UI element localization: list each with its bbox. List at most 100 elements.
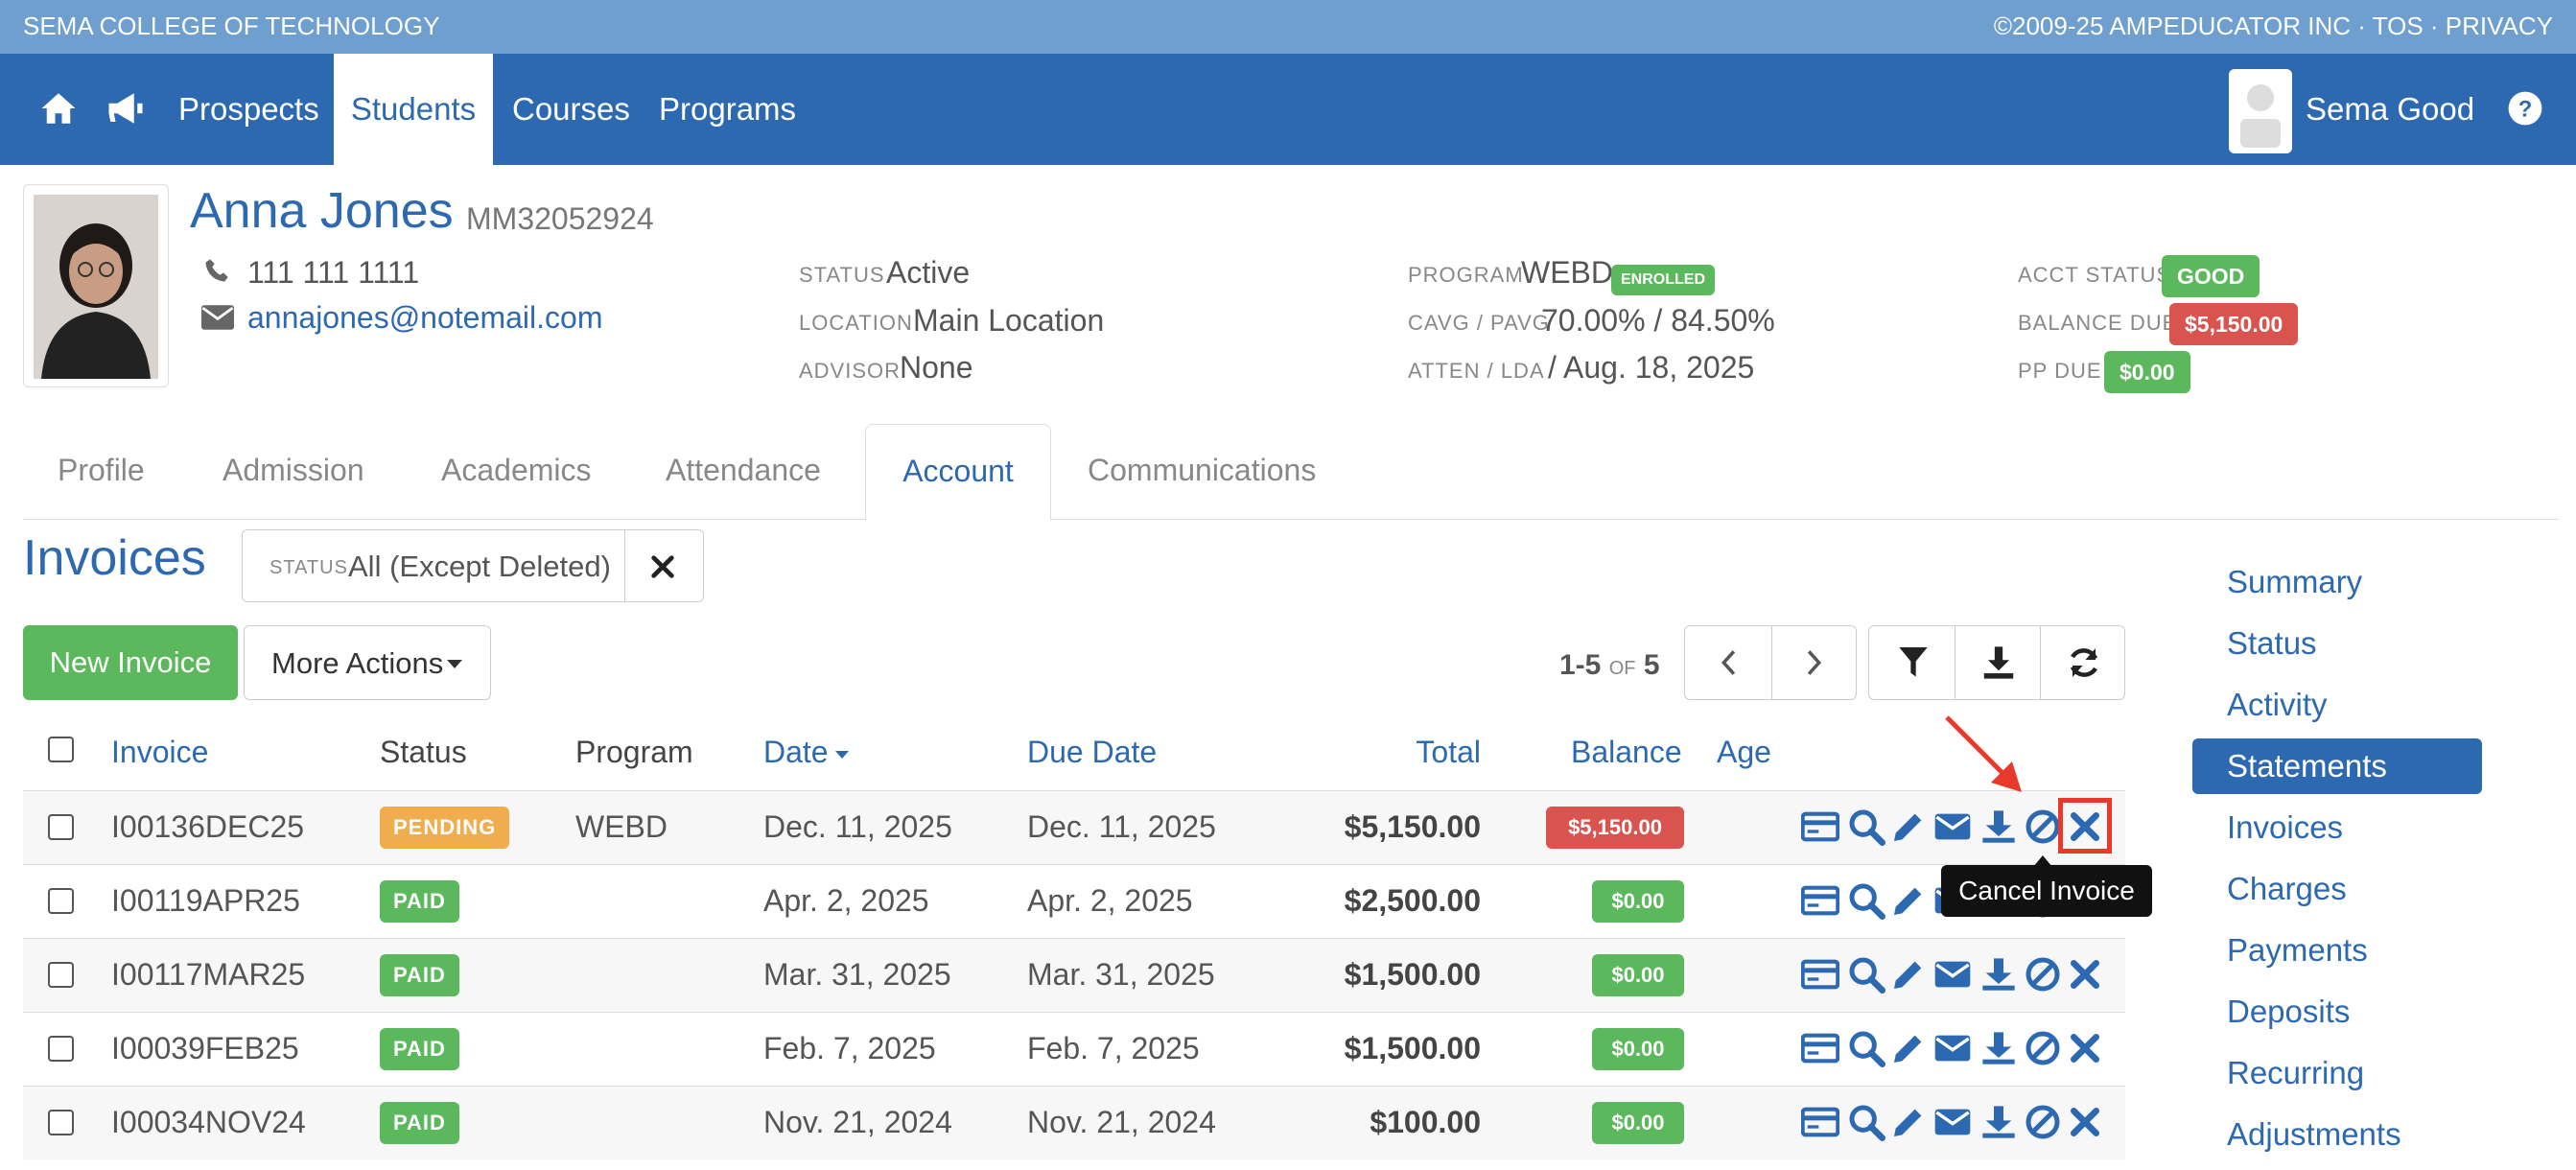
filter-value: All (Except Deleted) bbox=[348, 550, 611, 583]
delete-icon[interactable] bbox=[2066, 1103, 2104, 1141]
invoice-number[interactable]: I00119APR25 bbox=[111, 883, 300, 918]
more-actions-button[interactable]: More Actions bbox=[244, 625, 491, 700]
envelope-icon[interactable] bbox=[1933, 1103, 1972, 1141]
row-checkbox[interactable] bbox=[48, 1110, 74, 1135]
pencil-icon[interactable] bbox=[1889, 1029, 1928, 1067]
top-strip: SEMA COLLEGE OF TECHNOLOGY ©2009-25 AMPE… bbox=[0, 0, 2576, 54]
nav-courses[interactable]: Courses bbox=[512, 91, 630, 127]
clear-filter-icon[interactable] bbox=[649, 553, 676, 580]
table-row[interactable] bbox=[23, 1086, 2125, 1159]
question-circle-icon[interactable]: ? bbox=[2507, 90, 2543, 127]
envelope-icon[interactable] bbox=[1933, 955, 1972, 994]
delete-icon[interactable] bbox=[2066, 807, 2104, 846]
col-total[interactable]: Total bbox=[1416, 735, 1481, 769]
refresh-icon[interactable] bbox=[2067, 645, 2101, 680]
tab-account[interactable]: Account bbox=[865, 424, 1051, 521]
table-row[interactable] bbox=[23, 938, 2125, 1012]
ban-icon[interactable] bbox=[2024, 1103, 2062, 1141]
search-icon[interactable] bbox=[1847, 955, 1885, 994]
chevron-right-icon[interactable] bbox=[1802, 649, 1827, 676]
nav-programs[interactable]: Programs bbox=[659, 91, 797, 127]
megaphone-icon[interactable] bbox=[104, 88, 148, 129]
invoice-number[interactable]: I00034NOV24 bbox=[111, 1105, 306, 1139]
pencil-icon[interactable] bbox=[1889, 1103, 1928, 1141]
col-invoice[interactable]: Invoice bbox=[111, 735, 209, 769]
sidebar-item-summary[interactable]: Summary bbox=[2227, 564, 2363, 599]
chevron-left-icon[interactable] bbox=[1716, 649, 1741, 676]
col-due-date[interactable]: Due Date bbox=[1027, 735, 1158, 769]
delete-icon[interactable] bbox=[2066, 955, 2104, 994]
tab-admission[interactable]: Admission bbox=[222, 453, 364, 487]
row-checkbox[interactable] bbox=[48, 888, 74, 914]
envelope-icon[interactable] bbox=[1933, 807, 1972, 846]
envelope-icon[interactable] bbox=[1933, 1029, 1972, 1067]
sidebar-item-payments[interactable]: Payments bbox=[2227, 932, 2368, 968]
search-icon[interactable] bbox=[1847, 1103, 1885, 1141]
tooltip-pointer bbox=[2033, 855, 2052, 867]
pencil-icon[interactable] bbox=[1889, 955, 1928, 994]
credit-card-icon[interactable] bbox=[1801, 1103, 1839, 1141]
invoice-number[interactable]: I00039FEB25 bbox=[111, 1031, 299, 1065]
row-checkbox[interactable] bbox=[48, 814, 74, 840]
col-date-label: Date bbox=[763, 735, 829, 769]
download-icon[interactable] bbox=[1979, 955, 2018, 994]
tab-academics[interactable]: Academics bbox=[441, 453, 592, 487]
sidebar-item-invoices[interactable]: Invoices bbox=[2227, 809, 2344, 845]
col-date[interactable]: Date bbox=[763, 735, 850, 770]
download-icon[interactable] bbox=[1982, 645, 2015, 680]
student-email[interactable]: annajones@notemail.com bbox=[247, 300, 603, 335]
ban-icon[interactable] bbox=[2024, 1029, 2062, 1067]
search-icon[interactable] bbox=[1847, 807, 1885, 846]
student-name: Anna Jones bbox=[190, 183, 454, 239]
status-filter[interactable]: STATUS All (Except Deleted) bbox=[242, 529, 704, 602]
pencil-icon[interactable] bbox=[1889, 881, 1928, 920]
home-icon[interactable] bbox=[38, 88, 79, 129]
sidebar-item-deposits[interactable]: Deposits bbox=[2227, 994, 2351, 1029]
sidebar-item-activity[interactable]: Activity bbox=[2227, 687, 2328, 722]
tab-profile[interactable]: Profile bbox=[58, 453, 145, 487]
ban-icon[interactable] bbox=[2024, 807, 2062, 846]
nav-students[interactable]: Students bbox=[334, 54, 493, 165]
row-checkbox[interactable] bbox=[48, 962, 74, 988]
credit-card-icon[interactable] bbox=[1801, 1029, 1839, 1067]
sidebar-item-statements[interactable]: Statements bbox=[2227, 748, 2387, 784]
search-icon[interactable] bbox=[1847, 1029, 1885, 1067]
download-icon[interactable] bbox=[1979, 1029, 2018, 1067]
avatar[interactable] bbox=[2229, 69, 2292, 153]
total-cell: $2,500.00 bbox=[1344, 883, 1481, 918]
table-row[interactable] bbox=[23, 1012, 2125, 1086]
select-all-checkbox[interactable] bbox=[48, 737, 74, 762]
download-icon[interactable] bbox=[1979, 807, 2018, 846]
credit-card-icon[interactable] bbox=[1801, 807, 1839, 846]
user-name[interactable]: Sema Good bbox=[2306, 91, 2475, 127]
table-row[interactable] bbox=[23, 790, 2125, 864]
pencil-icon[interactable] bbox=[1889, 807, 1928, 846]
row-checkbox[interactable] bbox=[48, 1036, 74, 1062]
invoice-number[interactable]: I00136DEC25 bbox=[111, 809, 305, 844]
legal-links[interactable]: ©2009-25 AMPEDUCATOR INC · TOS · PRIVACY bbox=[1993, 12, 2553, 40]
ban-icon[interactable] bbox=[2024, 955, 2062, 994]
delete-icon[interactable] bbox=[2066, 1029, 2104, 1067]
search-icon[interactable] bbox=[1847, 881, 1885, 920]
table-row[interactable] bbox=[23, 864, 2125, 938]
col-balance[interactable]: Balance bbox=[1571, 735, 1682, 769]
sidebar-item-adjustments[interactable]: Adjustments bbox=[2227, 1116, 2401, 1152]
sidebar-item-charges[interactable]: Charges bbox=[2227, 871, 2347, 906]
filter-icon[interactable] bbox=[1898, 645, 1929, 680]
credit-card-icon[interactable] bbox=[1801, 955, 1839, 994]
new-invoice-button[interactable]: New Invoice bbox=[23, 625, 238, 700]
download-icon[interactable] bbox=[1979, 1103, 2018, 1141]
due-date-cell: Feb. 7, 2025 bbox=[1027, 1031, 1200, 1065]
tab-communications[interactable]: Communications bbox=[1088, 453, 1317, 487]
date-cell: Mar. 31, 2025 bbox=[763, 957, 951, 992]
balance-badge: $0.00 bbox=[1592, 1028, 1684, 1070]
tab-attendance[interactable]: Attendance bbox=[666, 453, 821, 487]
invoice-number[interactable]: I00117MAR25 bbox=[111, 957, 306, 992]
date-cell: Apr. 2, 2025 bbox=[763, 883, 929, 918]
sidebar-item-status[interactable]: Status bbox=[2227, 625, 2317, 661]
nav-prospects[interactable]: Prospects bbox=[178, 91, 319, 127]
sort-desc-icon bbox=[834, 750, 849, 759]
col-age[interactable]: Age bbox=[1717, 735, 1771, 769]
credit-card-icon[interactable] bbox=[1801, 881, 1839, 920]
sidebar-item-recurring[interactable]: Recurring bbox=[2227, 1055, 2365, 1090]
